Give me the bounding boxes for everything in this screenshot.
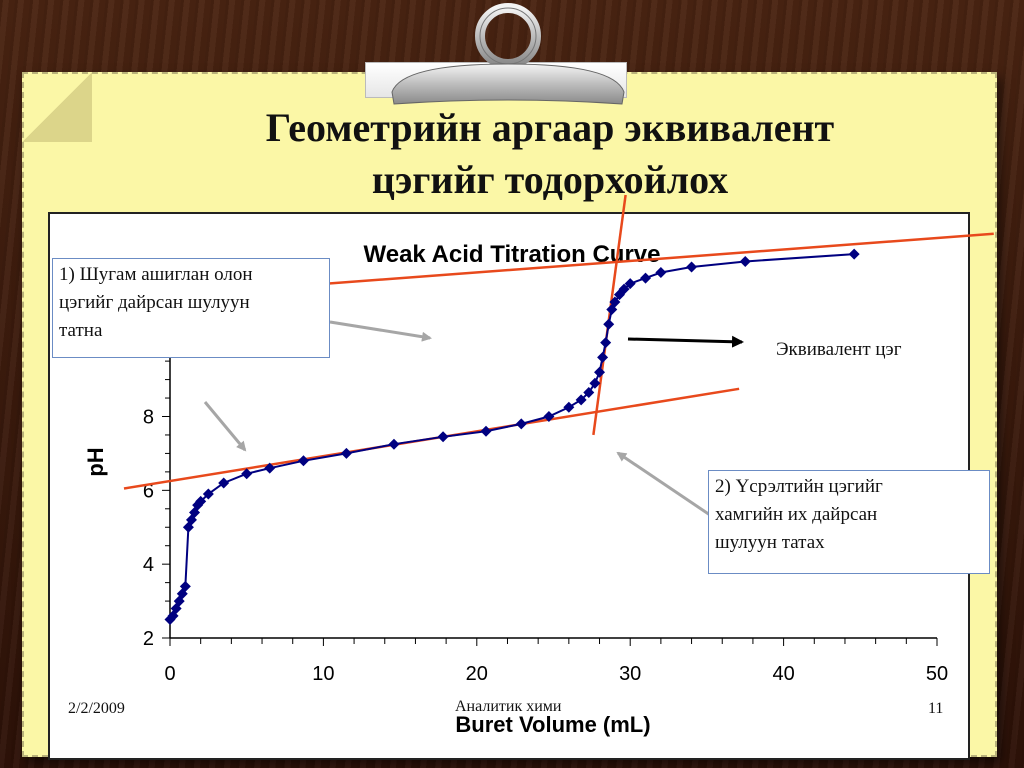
callout-box-2: 2) Үсрэлтийн цэгийг хамгийн их дайрсан ш… — [708, 470, 990, 574]
y-tick-label: 2 — [143, 628, 154, 650]
data-point — [297, 455, 309, 467]
data-point — [603, 318, 615, 330]
callout-1-line-2: цэгийг дайрсан шулуун — [59, 292, 250, 313]
data-point — [218, 477, 230, 489]
callout-2-line-2: хамгийн их дайрсан — [715, 504, 878, 525]
tangent-line-steep — [592, 194, 627, 436]
data-point — [480, 425, 492, 437]
footer-page-number: 11 — [928, 700, 944, 717]
paper-clip-icon — [391, 3, 625, 105]
data-point — [195, 495, 207, 507]
data-point — [515, 418, 527, 430]
data-point — [686, 261, 698, 273]
data-point — [179, 580, 191, 592]
data-series — [164, 248, 860, 626]
data-point — [609, 296, 621, 308]
y-tick-label: 8 — [143, 407, 154, 429]
x-tick-label: 10 — [312, 663, 334, 685]
y-tick-label: 4 — [143, 554, 154, 576]
x-tick-label: 30 — [619, 663, 641, 685]
title-line-2: цэгийг тодорхойлох — [371, 157, 729, 202]
x-axis-label: Buret Volume (mL) — [455, 712, 650, 737]
data-point — [624, 278, 636, 290]
callout-2-line-1: 2) Үсрэлтийн цэгийг — [715, 476, 883, 497]
x-tick-label: 50 — [926, 663, 948, 685]
y-tick-label: 6 — [143, 480, 154, 502]
callout-arrow-3 — [616, 451, 711, 517]
data-point — [437, 431, 449, 443]
data-point — [600, 337, 612, 349]
data-point — [848, 248, 860, 260]
data-point — [589, 377, 601, 389]
callout-arrow-2 — [203, 401, 247, 452]
data-point — [640, 272, 652, 284]
data-point — [563, 401, 575, 413]
y-axis-label: pH — [83, 447, 108, 476]
title-line-1: Геометрийн аргаар эквивалент — [265, 105, 835, 150]
data-point — [575, 394, 587, 406]
data-point — [583, 387, 595, 399]
callout-1-line-1: 1) Шугам ашиглан олон — [59, 264, 253, 285]
callout-box-1: 1) Шугам ашиглан олон цэгийг дайрсан шул… — [52, 258, 330, 358]
x-tick-label: 20 — [466, 663, 488, 685]
footer-subject: Аналитик хими — [455, 698, 562, 715]
data-point — [543, 411, 555, 422]
x-tick-label: 0 — [164, 663, 175, 685]
footer-date: 2/2/2009 — [68, 700, 125, 717]
slide-title: Геометрийн аргаар эквивалент цэгийг тодо… — [110, 102, 990, 206]
data-point — [340, 447, 352, 459]
data-point — [597, 351, 609, 363]
equivalence-point-label: Эквивалент цэг — [770, 334, 950, 366]
data-point — [388, 438, 400, 450]
data-point — [739, 255, 751, 267]
paper-corner-fold — [22, 72, 92, 142]
callout-2-line-3: шулуун татах — [715, 532, 825, 553]
callout-1-line-3: татна — [59, 320, 103, 341]
equivalence-arrow — [627, 335, 744, 348]
equivalence-label-text: Эквивалент цэг — [776, 339, 902, 360]
data-point — [264, 462, 276, 474]
callout-arrow-1 — [329, 320, 432, 342]
x-tick-label: 40 — [772, 663, 794, 685]
data-point — [202, 488, 214, 500]
data-point — [241, 468, 253, 480]
data-point — [655, 267, 667, 279]
data-point — [594, 366, 606, 378]
data-point — [618, 283, 630, 295]
